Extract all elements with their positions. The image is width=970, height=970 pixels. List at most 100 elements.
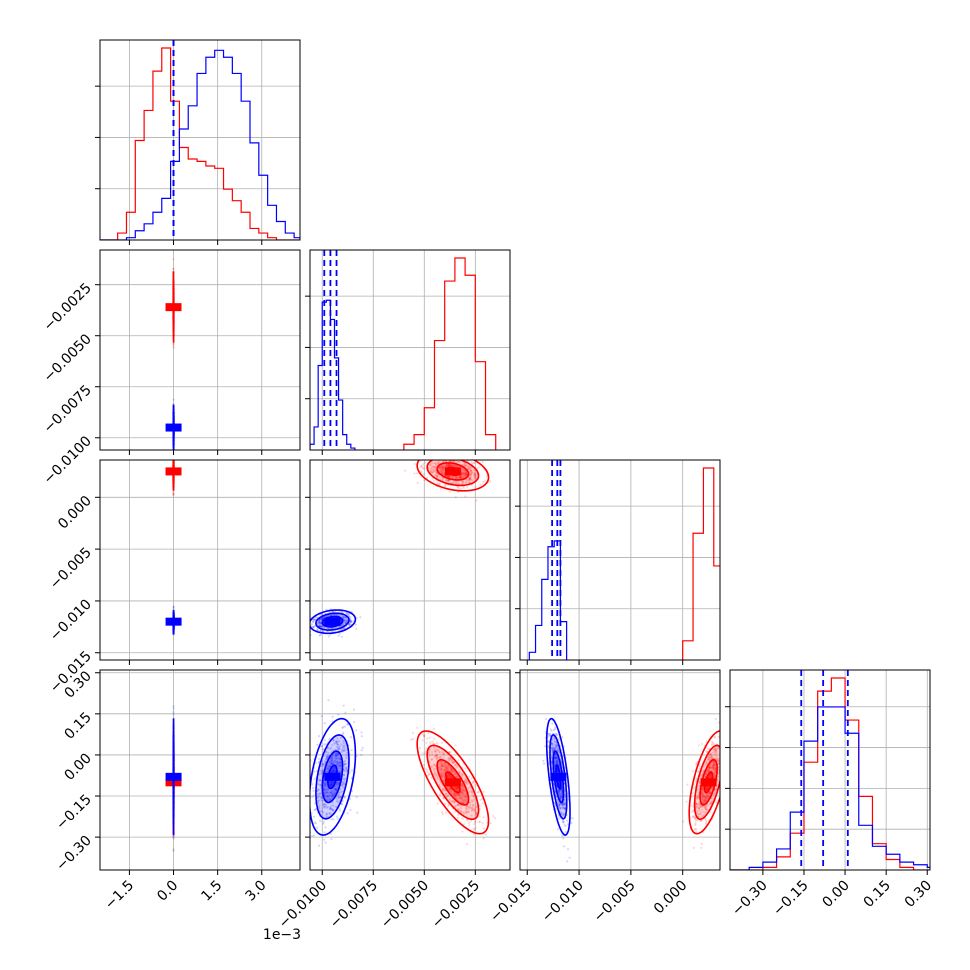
scatter-point [458,456,460,458]
scatter-point [460,480,464,483]
scatter-point [172,494,175,497]
scatter-point [434,466,437,469]
scatter-point [463,471,466,474]
scatter-point [449,475,452,478]
scatter-point [323,615,326,619]
scatter-point [431,468,434,471]
scatter-point [442,460,445,463]
panel-frame [99,39,301,241]
scatter-point [473,471,476,474]
scatter-point [172,258,175,261]
scatter-point [459,476,462,479]
scatter-point [447,455,449,457]
scatter-point [335,613,338,617]
scatter-point [464,474,468,477]
scatter-point [474,477,477,480]
scatter-point [441,472,444,475]
scatter-point [333,613,336,616]
scatter-point [433,465,436,468]
scatter-point [319,629,322,632]
scatter-point [464,472,467,475]
contour-level [416,460,490,492]
scatter-point [431,471,434,474]
scatter-point [441,464,444,467]
scatter-point [472,461,475,465]
scatter-point [436,460,439,463]
scatter-point [445,465,448,468]
scatter-point [432,470,435,473]
histogram-series-0 [403,257,497,450]
scatter-point [350,620,353,623]
histogram-series-1 [100,49,300,240]
scatter-point [454,465,457,468]
scatter-point [468,481,471,484]
scatter-point [475,474,478,477]
scatter-point [462,472,465,475]
scatter-point [454,477,457,480]
scatter-point [481,460,484,464]
scatter-point [463,472,466,475]
scatter-point [463,464,466,467]
scatter-point [318,619,322,622]
scatter-point [472,469,475,472]
density-peak [444,467,461,476]
scatter-point [467,468,470,471]
scatter-point [450,476,454,479]
scatter-point [439,478,442,481]
scatter-point [458,476,461,479]
scatter-point [321,617,324,620]
scatter-point [469,473,472,476]
scatter-point [468,477,471,480]
scatter-point [318,622,321,625]
scatter-point [172,342,175,345]
scatter-point [462,476,465,479]
scatter-point [420,465,423,468]
scatter-point [332,613,335,617]
panel-1-1 [305,249,511,455]
scatter-point [467,467,470,470]
scatter-point [465,473,468,476]
scatter-point [440,469,443,472]
scatter-point [322,616,325,619]
scatter-point [342,623,345,626]
scatter-point [461,473,464,476]
scatter-point [337,634,340,637]
scatter-point [414,457,416,459]
scatter-point [462,472,465,475]
scatter-point [469,476,472,479]
scatter-point [469,475,472,478]
scatter-point [469,473,472,476]
scatter-point [444,484,447,487]
scatter-point [435,475,438,478]
scatter-point [431,461,434,464]
scatter-point [439,483,442,486]
scatter-point [467,465,470,468]
scatter-point [172,267,175,271]
scatter-point [172,345,175,348]
scatter-point [331,610,334,613]
scatter-point [342,627,345,630]
scatter-point [463,473,466,476]
scatter-point [340,635,343,638]
scatter-point [440,470,443,473]
scatter-point [345,619,348,622]
scatter-point [476,467,479,470]
scatter-point [430,462,433,465]
scatter-point [442,468,445,471]
panel-2-0 [95,459,301,665]
scatter-point [441,466,444,469]
scatter-point [433,479,436,482]
scatter-point [432,469,435,472]
scatter-point [473,461,476,464]
scatter-point [437,483,440,486]
scatter-point [475,476,478,479]
scatter-point [320,625,323,628]
scatter-point [471,479,474,482]
scatter-point [312,620,315,623]
scatter-point [473,472,476,475]
scatter-point [318,634,321,637]
histogram-series-1 [310,299,356,450]
scatter-point [172,848,175,851]
scatter-point [312,625,315,629]
scatter-point [346,612,349,616]
